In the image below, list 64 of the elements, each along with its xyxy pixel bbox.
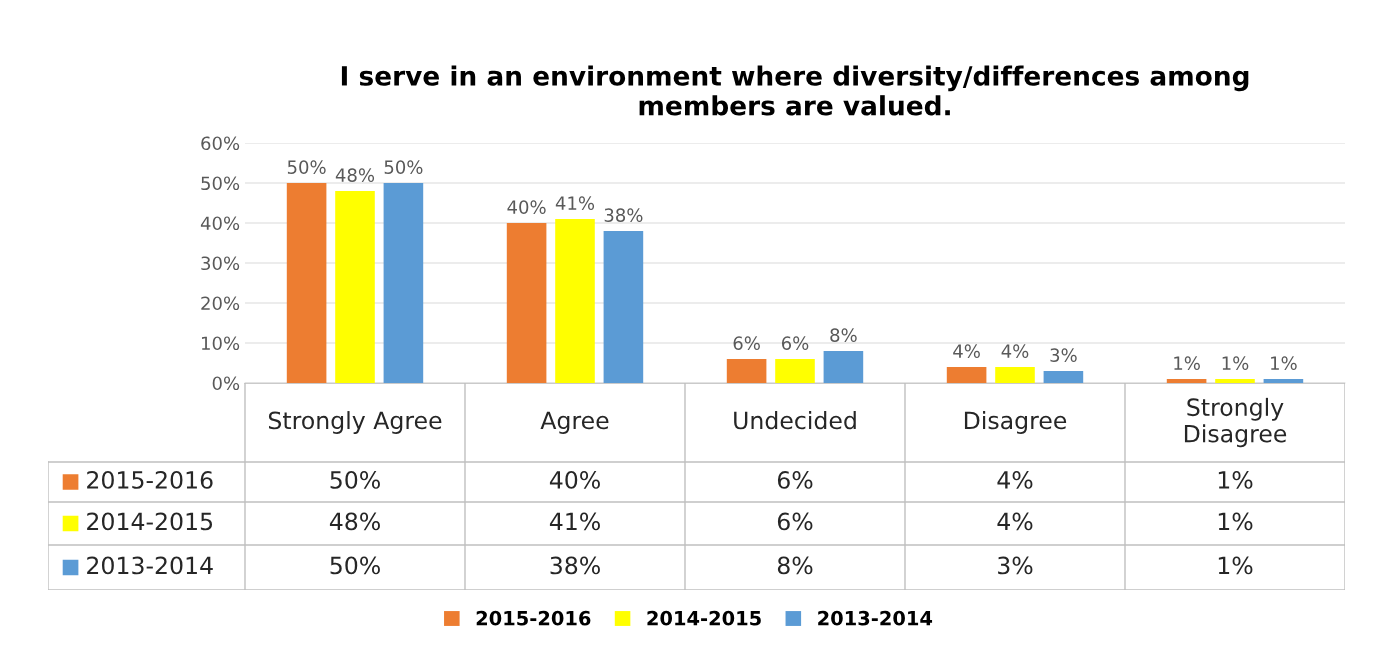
data-label: 1%: [1218, 512, 1253, 531]
data-label: 50%: [330, 470, 380, 489]
text: 50%: [287, 160, 326, 174]
y-tick-label: 50%: [201, 176, 240, 191]
text: 50%: [384, 160, 423, 174]
text: 2013-2014: [87, 556, 213, 575]
x-tick-label: Agree: [540, 411, 609, 434]
bar: [506, 223, 547, 383]
text: 4%: [953, 344, 980, 358]
data-label: 6%: [777, 470, 813, 489]
data-label: 4%: [997, 512, 1033, 531]
y-tick-label: 0%: [212, 376, 240, 391]
y-tick-label: 60%: [201, 136, 240, 151]
bar: [286, 183, 327, 383]
data-label: 41%: [549, 512, 600, 531]
data-label: 4%: [997, 470, 1033, 489]
bar: [555, 219, 595, 383]
y-tick-label: 20%: [201, 296, 240, 311]
text: 3%: [1050, 348, 1077, 362]
text: 48%: [335, 168, 375, 182]
text: 1%: [1271, 356, 1297, 370]
text: 6%: [781, 336, 809, 350]
text: 41%: [555, 196, 595, 210]
legend-label: 2015-2016: [87, 470, 213, 489]
bar: [1166, 379, 1207, 383]
text: 1%: [1174, 356, 1200, 370]
y-tick-label: 10%: [201, 336, 240, 351]
y-tick-label: 40%: [200, 216, 240, 231]
x-tick-label: Undecided: [734, 411, 856, 430]
bar: [946, 367, 987, 383]
x-tick-label: Strongly Agree: [268, 411, 442, 434]
y-tick-label: 30%: [201, 256, 240, 271]
x-tick-label: Strongly Disagree: [1184, 397, 1287, 448]
bar: [775, 359, 815, 383]
text: 38%: [604, 208, 643, 222]
text: 2015-2016: [476, 610, 591, 626]
chart-title: I serve in an environment where diversity/differences among members are valued.: [341, 65, 1249, 116]
bar: [383, 183, 424, 383]
bar: [1263, 379, 1304, 383]
data-label: 3%: [998, 556, 1033, 575]
text: 1%: [1222, 356, 1249, 370]
bar: [1043, 371, 1084, 383]
text: 40%: [507, 200, 546, 214]
text: 4%: [1001, 344, 1029, 358]
bar: [335, 191, 375, 383]
legend-label: 2014-2015: [87, 512, 213, 531]
bar: [823, 351, 864, 383]
data-label: 6%: [777, 512, 813, 531]
bar: [603, 231, 644, 383]
text: 2014-2015: [647, 610, 761, 626]
text: 6%: [733, 336, 760, 350]
data-label: 40%: [549, 470, 600, 489]
data-label: 1%: [1218, 470, 1253, 489]
data-label: 1%: [1218, 556, 1253, 575]
data-label: 50%: [330, 556, 380, 575]
data-label: 38%: [550, 556, 600, 575]
bar: [1215, 379, 1255, 383]
text: 8%: [830, 328, 857, 342]
bar: [726, 359, 767, 383]
legend-label: 2013-2014: [818, 610, 933, 626]
data-label: 48%: [329, 512, 380, 531]
bar: [995, 367, 1035, 383]
data-label: 8%: [777, 556, 813, 575]
x-tick-label: Disagree: [964, 411, 1067, 434]
